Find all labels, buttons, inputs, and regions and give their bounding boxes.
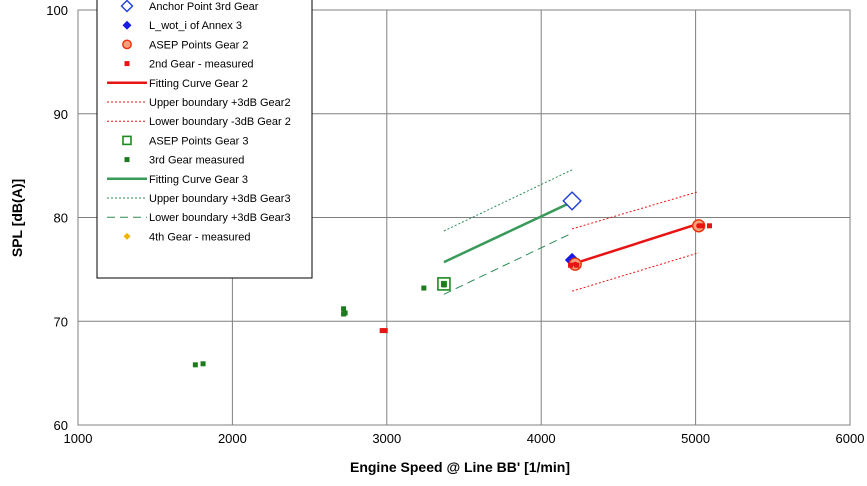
- series-3-point: [699, 223, 705, 229]
- legend-item: 4th Gear - measured: [123, 231, 251, 243]
- legend-label: Lower boundary -3dB Gear 2: [149, 116, 291, 128]
- legend: Anchor Point 3rd Gear L_wot_i of Annex 3 A…: [96, 0, 313, 279]
- x-tick-label: 1000: [64, 431, 93, 446]
- legend-marker-swatch: [122, 135, 132, 146]
- legend-item: Upper boundary +3dB Gear3: [107, 193, 291, 205]
- legend-item: Fitting Curve Gear 2: [107, 78, 248, 90]
- legend-marker-swatch: [122, 20, 132, 30]
- legend-marker-swatch: [120, 0, 134, 13]
- legend-label: Lower boundary +3dB Gear3: [149, 212, 291, 224]
- plot-area-border: [77, 9, 851, 426]
- series-8-point: [200, 361, 206, 367]
- series-3-point: [706, 223, 712, 229]
- legend-item: 3rd Gear measured: [124, 155, 244, 167]
- legend-item: 2nd Gear - measured: [124, 59, 254, 71]
- series-3-point: [574, 262, 580, 268]
- legend-label: Fitting Curve Gear 2: [149, 78, 248, 90]
- legend-label: 4th Gear - measured: [149, 231, 251, 243]
- legend-box: [96, 0, 313, 279]
- legend-item: Anchor Point 3rd Gear: [120, 0, 259, 13]
- series-0-point: [562, 191, 582, 211]
- series-lines: [443, 169, 700, 295]
- series-4-line: [571, 222, 700, 266]
- legend-label: Fitting Curve Gear 3: [149, 174, 248, 186]
- series-markers: [192, 191, 712, 368]
- x-tick-label: 5000: [681, 431, 710, 446]
- y-tick-label: 60: [54, 418, 68, 433]
- series-9-line: [443, 200, 573, 264]
- y-tick-label: 70: [54, 314, 68, 329]
- legend-item: Lower boundary -3dB Gear 2: [107, 116, 291, 128]
- x-tick-label: 3000: [372, 431, 401, 446]
- legend-marker-swatch: [122, 39, 132, 50]
- series-8-point: [421, 285, 427, 291]
- legend-marker-swatch: [123, 232, 131, 240]
- legend-marker-swatch: [124, 157, 130, 163]
- legend-label: 2nd Gear - measured: [149, 59, 254, 71]
- legend-item: ASEP Points Gear 3: [122, 135, 248, 147]
- legend-label: ASEP Points Gear 3: [149, 135, 248, 147]
- x-axis-title: Engine Speed @ Line BB' [1/min]: [350, 459, 570, 475]
- legend-item: ASEP Points Gear 2: [122, 39, 248, 51]
- legend-label: 3rd Gear measured: [149, 155, 244, 167]
- legend-label: L_wot_i of Annex 3: [149, 20, 242, 32]
- series-11-line: [443, 232, 573, 295]
- legend-item: L_wot_i of Annex 3: [122, 20, 242, 32]
- x-tick-label: 6000: [836, 431, 865, 446]
- legend-label: Upper boundary +3dB Gear2: [149, 97, 291, 109]
- series-8-point: [341, 311, 347, 317]
- y-axis-title: SPL [dB(A)]: [9, 179, 25, 257]
- series-3-point: [382, 328, 388, 334]
- legend-label: Upper boundary +3dB Gear3: [149, 193, 291, 205]
- x-tick-label: 2000: [218, 431, 247, 446]
- y-tick-label: 80: [54, 211, 68, 226]
- series-8-point: [192, 362, 198, 368]
- series-3-point: [568, 262, 574, 268]
- legend-marker-swatch: [124, 61, 130, 67]
- legend-item: Lower boundary +3dB Gear3: [107, 212, 291, 224]
- series-8-point: [441, 282, 447, 288]
- series-3-point: [379, 328, 385, 334]
- x-tick-label: 4000: [527, 431, 556, 446]
- tick-labels: 1000 2000 3000 4000 5000 6000 60 70 80 90 100: [46, 3, 864, 446]
- y-tick-label: 90: [54, 107, 68, 122]
- legend-label: ASEP Points Gear 2: [149, 39, 248, 51]
- legend-label: Anchor Point 3rd Gear: [149, 1, 259, 13]
- y-tick-label: 100: [46, 3, 68, 18]
- legend-item: Fitting Curve Gear 3: [107, 174, 248, 186]
- legend-item: Upper boundary +3dB Gear2: [107, 97, 291, 109]
- series-8-point: [341, 306, 347, 312]
